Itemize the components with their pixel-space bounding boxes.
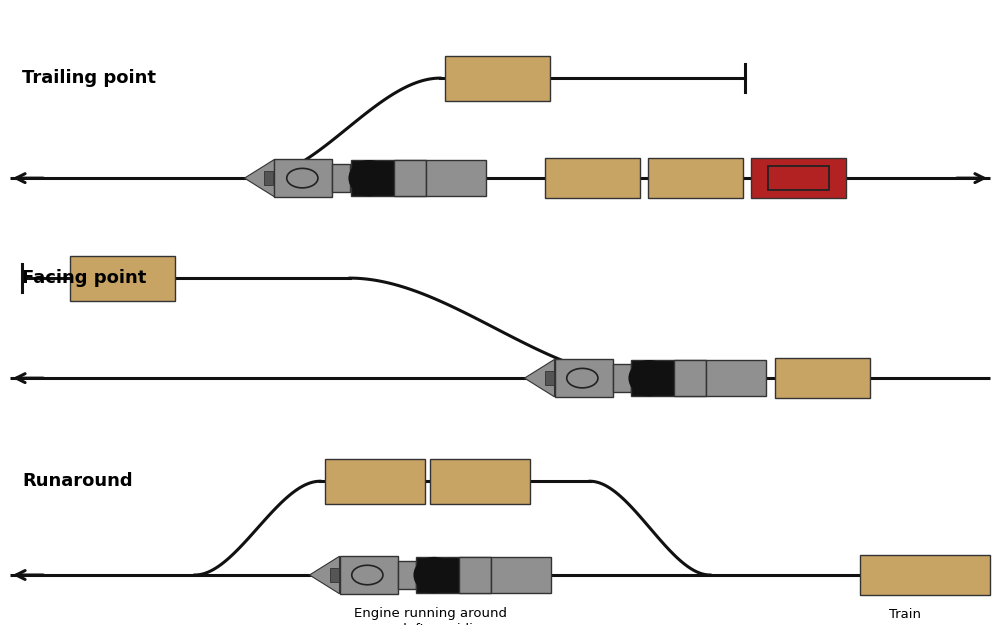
Bar bbox=[264, 171, 273, 185]
Text: Runaround: Runaround bbox=[22, 472, 133, 490]
Bar bbox=[612, 364, 631, 392]
Text: Trailing point: Trailing point bbox=[22, 69, 156, 87]
Ellipse shape bbox=[628, 360, 670, 396]
Ellipse shape bbox=[348, 160, 390, 196]
Bar bbox=[775, 357, 870, 399]
Ellipse shape bbox=[413, 557, 455, 593]
Bar bbox=[394, 160, 426, 196]
Text: Engine running around
cars left on siding: Engine running around cars left on sidin… bbox=[354, 608, 507, 625]
Bar bbox=[631, 360, 706, 396]
Polygon shape bbox=[524, 359, 554, 397]
Text: Train: Train bbox=[889, 608, 921, 621]
Bar bbox=[330, 568, 338, 582]
Bar bbox=[554, 359, 612, 397]
Bar bbox=[70, 256, 175, 301]
Bar bbox=[751, 158, 846, 199]
Bar bbox=[545, 158, 640, 199]
Polygon shape bbox=[310, 556, 340, 594]
Polygon shape bbox=[244, 159, 274, 197]
Bar bbox=[332, 164, 350, 192]
Bar bbox=[674, 360, 706, 396]
Text: Facing point: Facing point bbox=[22, 269, 146, 287]
Bar bbox=[860, 555, 990, 595]
Bar bbox=[398, 561, 416, 589]
Bar bbox=[430, 459, 530, 504]
Bar bbox=[706, 360, 766, 396]
Bar bbox=[648, 158, 743, 199]
Bar bbox=[426, 160, 486, 196]
Bar bbox=[445, 56, 550, 101]
Bar bbox=[491, 557, 550, 593]
Bar bbox=[416, 557, 491, 593]
Bar bbox=[351, 160, 426, 196]
Bar bbox=[340, 556, 398, 594]
Bar bbox=[544, 371, 554, 385]
Bar bbox=[459, 557, 490, 593]
Bar bbox=[274, 159, 332, 197]
Bar bbox=[768, 166, 829, 190]
Bar bbox=[325, 459, 425, 504]
